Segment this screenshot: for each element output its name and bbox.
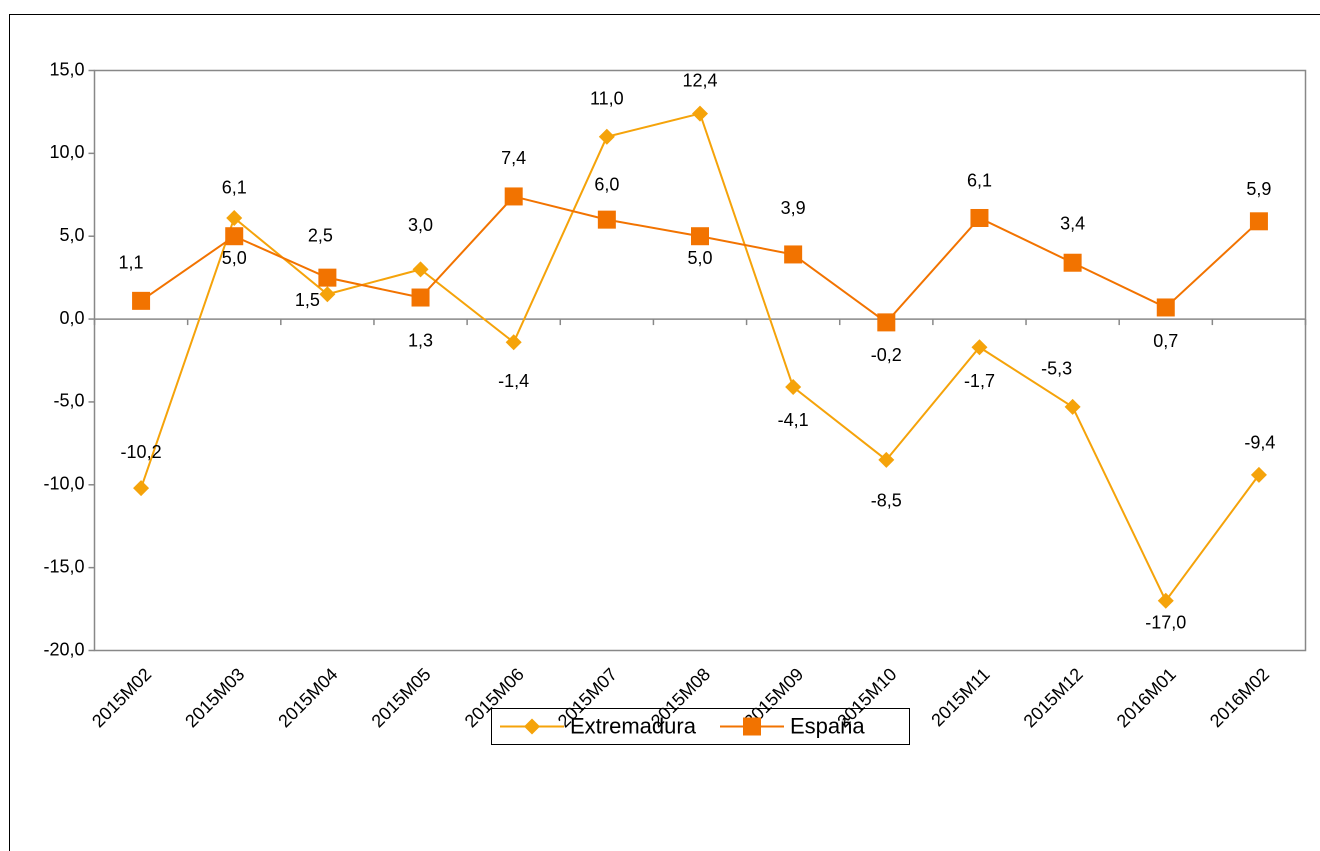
y-tick-label: 5,0 xyxy=(59,225,84,245)
data-label: -0,2 xyxy=(871,345,902,365)
marker xyxy=(1157,592,1174,609)
data-label: 1,3 xyxy=(408,330,433,350)
marker xyxy=(692,105,708,122)
y-tick-label: -15,0 xyxy=(43,556,84,576)
legend-label: Extremadura xyxy=(570,713,697,738)
marker xyxy=(411,288,430,307)
data-label: -17,0 xyxy=(1145,613,1186,633)
data-label: 12,4 xyxy=(682,70,717,90)
marker xyxy=(691,227,709,246)
data-label: 6,0 xyxy=(594,174,619,194)
marker xyxy=(319,286,336,303)
data-label: -1,4 xyxy=(498,371,529,391)
marker xyxy=(597,210,616,229)
plot-area xyxy=(93,69,1307,652)
data-label: -9,4 xyxy=(1244,433,1275,453)
marker xyxy=(1064,398,1081,415)
marker xyxy=(1063,253,1082,272)
marker xyxy=(785,379,802,396)
data-label: 3,4 xyxy=(1060,213,1085,233)
data-label: 7,4 xyxy=(501,148,526,168)
marker xyxy=(1250,466,1267,483)
marker xyxy=(598,128,615,145)
data-label: 5,0 xyxy=(687,248,712,268)
data-label: -8,5 xyxy=(871,491,902,511)
marker xyxy=(504,187,523,206)
data-label: -5,3 xyxy=(1041,359,1072,379)
marker xyxy=(318,268,337,287)
data-label: 11,0 xyxy=(590,89,624,109)
data-label: -1,7 xyxy=(964,371,995,391)
y-tick-label: 15,0 xyxy=(49,59,84,79)
data-label: -4,1 xyxy=(778,410,809,430)
marker xyxy=(412,261,429,278)
marker xyxy=(1156,298,1175,317)
data-label: 6,1 xyxy=(967,171,992,191)
marker xyxy=(505,334,522,351)
y-tick-label: 10,0 xyxy=(49,142,84,162)
marker xyxy=(970,208,989,227)
marker xyxy=(225,227,244,246)
data-label: 5,0 xyxy=(222,248,247,268)
data-label: -10,2 xyxy=(121,442,162,462)
data-label: 6,1 xyxy=(222,178,247,198)
data-label: 3,9 xyxy=(781,198,806,218)
y-tick-label: 0,0 xyxy=(59,308,84,328)
marker xyxy=(1249,212,1268,231)
marker xyxy=(877,313,896,332)
legend-marker xyxy=(743,717,761,736)
data-label: 2,5 xyxy=(308,225,333,245)
y-tick-label: -5,0 xyxy=(53,391,84,411)
y-tick-label: -10,0 xyxy=(43,474,84,494)
marker xyxy=(133,480,150,497)
data-label: 1,1 xyxy=(119,253,144,273)
legend-label: España xyxy=(790,713,865,738)
marker xyxy=(132,291,151,310)
y-tick-label: -20,0 xyxy=(43,639,84,659)
data-label: 5,9 xyxy=(1246,179,1271,199)
data-label: 3,0 xyxy=(408,215,433,235)
data-label: 1,5 xyxy=(295,290,320,310)
marker xyxy=(971,339,988,356)
legend-marker xyxy=(524,718,540,735)
marker xyxy=(226,209,243,226)
marker xyxy=(784,245,803,264)
marker xyxy=(878,451,895,468)
data-label: 0,7 xyxy=(1153,331,1178,351)
